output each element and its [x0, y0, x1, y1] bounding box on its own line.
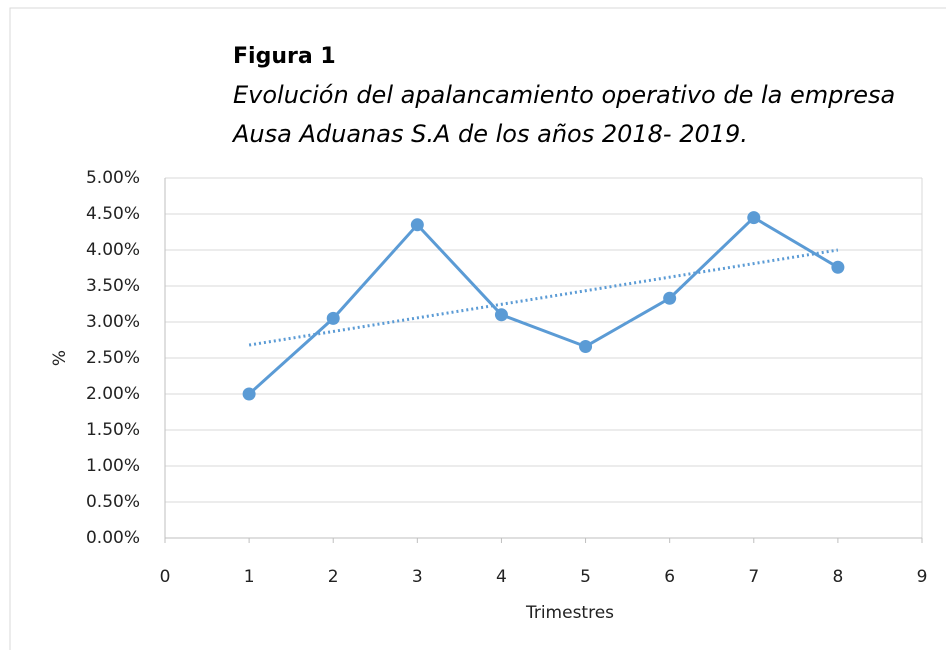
- chart-subtitle: Ausa Aduanas S.A de los años 2018- 2019.: [231, 120, 748, 148]
- x-tick-label: 5: [580, 567, 591, 587]
- y-tick-label: 4.00%: [86, 240, 140, 260]
- data-point: [242, 387, 256, 401]
- y-tick-label: 1.00%: [86, 456, 140, 476]
- data-point: [410, 218, 424, 232]
- data-point: [579, 339, 593, 353]
- chart-subtitle: Evolución del apalancamiento operativo d…: [233, 81, 895, 109]
- y-tick-label: 0.00%: [86, 528, 140, 548]
- x-tick-label: 4: [496, 567, 507, 587]
- data-point: [326, 311, 340, 325]
- x-tick-label: 1: [244, 567, 255, 587]
- data-line: [248, 215, 839, 396]
- x-tick-label: 7: [748, 567, 759, 587]
- x-tick-label: 9: [917, 567, 928, 587]
- y-tick-label: 3.00%: [86, 312, 140, 332]
- x-tick-label: 0: [160, 567, 171, 587]
- y-tick-label: 2.00%: [86, 384, 140, 404]
- x-tick-label: 8: [832, 567, 843, 587]
- y-tick-label: 3.50%: [86, 276, 140, 296]
- y-tick-label: 4.50%: [86, 204, 140, 224]
- data-point: [831, 260, 845, 274]
- x-tick-label: 2: [328, 567, 339, 587]
- trendline: [248, 248, 839, 347]
- y-tick-label: 1.50%: [86, 420, 140, 440]
- data-point: [747, 211, 761, 225]
- data-point: [494, 308, 508, 322]
- chart-title: Figura 1: [233, 44, 336, 69]
- data-point: [663, 291, 677, 305]
- x-tick-label: 3: [412, 567, 423, 587]
- y-tick-label: 5.00%: [86, 168, 140, 188]
- x-axis-label: Trimestres: [525, 603, 614, 623]
- chart-frame: [9, 7, 946, 650]
- y-tick-label: 0.50%: [86, 492, 140, 512]
- y-tick-label: 2.50%: [86, 348, 140, 368]
- x-tick-label: 6: [664, 567, 675, 587]
- y-axis-label: %: [50, 350, 70, 366]
